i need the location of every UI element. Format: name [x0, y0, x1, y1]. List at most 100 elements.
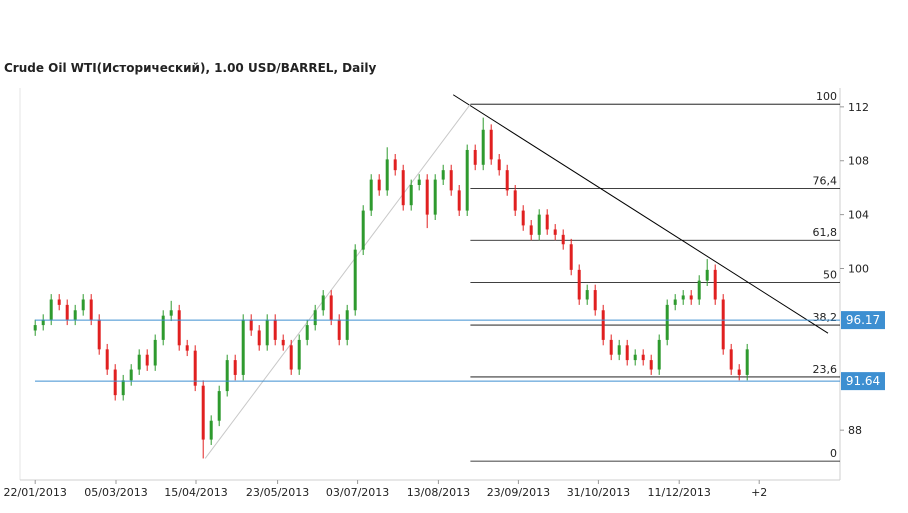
- candle-body: [377, 179, 381, 191]
- candle-body: [121, 380, 125, 396]
- candle-body: [433, 179, 437, 215]
- candle-body: [257, 330, 261, 346]
- candle-body: [537, 214, 541, 235]
- price-tag-label: 96.17: [846, 313, 880, 327]
- candle-body: [529, 225, 533, 235]
- chart-title: Crude Oil WTI(Исторический), 1.00 USD/BA…: [4, 61, 376, 75]
- price-tag-label: 91.64: [846, 374, 880, 388]
- fib-label: 50: [823, 269, 837, 282]
- candle-body: [345, 310, 349, 340]
- x-tick-label: +2: [751, 486, 767, 499]
- candle-body: [521, 210, 525, 226]
- fib-label: 76,4: [813, 174, 838, 187]
- fib-label: 61,8: [813, 226, 838, 239]
- candle-body: [369, 179, 373, 211]
- price-tag: [841, 372, 885, 391]
- price-tag: [841, 311, 885, 330]
- fib-label: 100: [816, 90, 837, 103]
- fib-label: 38,2: [813, 311, 838, 324]
- candle-body: [689, 295, 693, 300]
- candle-body: [385, 159, 389, 191]
- fib-label: 0: [830, 447, 837, 460]
- candle-body: [321, 295, 325, 311]
- y-tick-label: 88: [848, 424, 862, 437]
- candle-body: [209, 420, 213, 440]
- candle-body: [401, 170, 405, 206]
- candle-body: [225, 360, 229, 392]
- candle-body: [201, 385, 205, 440]
- candle-body: [553, 229, 557, 235]
- candle-body: [153, 339, 157, 366]
- candle-body: [49, 299, 53, 320]
- candle-body: [281, 339, 285, 346]
- candle-body: [705, 269, 709, 281]
- x-tick-label: 11/12/2013: [647, 486, 710, 499]
- candle-body: [105, 349, 109, 370]
- candle-body: [169, 310, 173, 316]
- y-tick-label: 100: [848, 263, 869, 276]
- candle-body: [593, 290, 597, 311]
- candle-body: [297, 339, 301, 370]
- candle-body: [561, 234, 565, 245]
- candle-body: [481, 129, 485, 165]
- trend-line: [452, 94, 829, 334]
- x-tick-label: 23/09/2013: [487, 486, 550, 499]
- candle-body: [265, 319, 269, 346]
- candle-body: [633, 354, 637, 361]
- candle-body: [417, 179, 421, 185]
- candle-body: [241, 319, 245, 375]
- candle-body: [33, 325, 37, 331]
- x-tick-label: 13/08/2013: [407, 486, 470, 499]
- y-tick-label: 104: [848, 209, 869, 222]
- candle-body: [505, 170, 509, 191]
- x-tick-label: 03/07/2013: [326, 486, 389, 499]
- candle-body: [249, 319, 253, 331]
- candle-body: [113, 369, 117, 396]
- candle-body: [185, 345, 189, 351]
- candle-body: [465, 149, 469, 211]
- candle-body: [649, 360, 653, 370]
- x-tick-label: 31/10/2013: [567, 486, 630, 499]
- candle-body: [361, 210, 365, 250]
- candle-body: [57, 299, 61, 305]
- candle-body: [137, 354, 141, 370]
- candle-body: [489, 129, 493, 160]
- candle-body: [177, 310, 181, 346]
- candle-body: [641, 354, 645, 361]
- candle-body: [161, 315, 165, 340]
- candle-body: [577, 269, 581, 300]
- candle-body: [233, 360, 237, 375]
- fib-label: 23,6: [813, 363, 838, 376]
- candle-body: [81, 299, 85, 311]
- candle-body: [737, 369, 741, 375]
- candle-body: [585, 290, 589, 300]
- candle-body: [449, 170, 453, 191]
- candle-body: [97, 319, 101, 350]
- candle-body: [129, 369, 133, 381]
- candle-body: [193, 350, 197, 386]
- trend-line: [204, 103, 471, 459]
- candle-body: [673, 299, 677, 305]
- candle-body: [601, 310, 605, 340]
- candle-body: [617, 345, 621, 355]
- candle-body: [353, 249, 357, 311]
- candle-body: [665, 304, 669, 340]
- candle-body: [41, 319, 45, 326]
- candle-body: [729, 349, 733, 370]
- candle-body: [145, 354, 149, 366]
- x-tick-label: 23/05/2013: [246, 486, 309, 499]
- candle-body: [625, 345, 629, 361]
- candle-body: [337, 319, 341, 340]
- candle-body: [713, 269, 717, 300]
- x-tick-label: 05/03/2013: [84, 486, 147, 499]
- candle-body: [425, 179, 429, 215]
- candle-body: [329, 295, 333, 320]
- candle-body: [545, 214, 549, 230]
- candle-body: [313, 310, 317, 326]
- x-tick-label: 22/01/2013: [3, 486, 66, 499]
- candle-body: [721, 299, 725, 350]
- candle-body: [745, 349, 749, 375]
- candle-body: [289, 345, 293, 370]
- candle-body: [89, 299, 93, 320]
